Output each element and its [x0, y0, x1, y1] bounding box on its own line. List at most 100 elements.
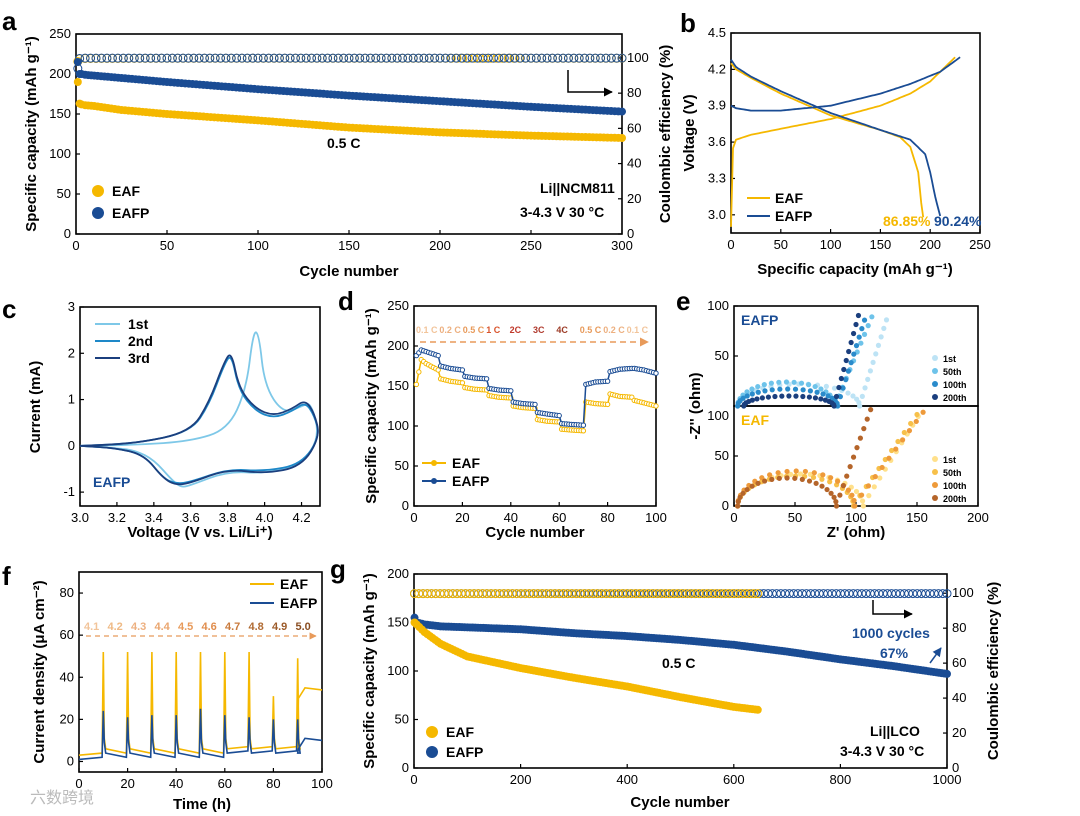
panel-a-ce-point-eafp: [178, 53, 188, 63]
panel-d-ytick-label: 50: [395, 458, 409, 473]
panel-e-eafp-point-100th: [851, 351, 857, 357]
panel-e-eafp-point-50th: [776, 379, 782, 385]
panel-e-eaf-point-100th: [845, 487, 851, 493]
panel-a-y2tick-label: 80: [627, 85, 641, 100]
panel-d-legend-eafp: EAFP: [452, 473, 489, 489]
panel-e-top-legend-marker: [932, 381, 938, 387]
panel-a-capacity-point-eafp: [618, 107, 626, 116]
panel-e-bottom-legend-marker: [932, 482, 938, 488]
panel-c-xlabel: Voltage (V vs. Li/Li⁺): [127, 524, 272, 541]
panel-e-bottom-legend-label: 200th: [943, 494, 967, 504]
panel-f-voltage-label: 4.7: [225, 621, 240, 633]
panel-b-ylabel: Voltage (V): [681, 94, 698, 171]
panel-a-ce-point-eafp: [102, 53, 112, 63]
panel-g-ce-point-eafp: [772, 589, 782, 599]
panel-e-eafp-point-200th: [855, 312, 862, 319]
panel-d-legend-eaf-marker: [431, 460, 437, 466]
panel-g-ce-point-eaf: [753, 589, 763, 599]
panel-a-ce-point-eafp: [467, 53, 477, 63]
panel-g-ce-point-eafp: [908, 589, 918, 599]
panel-a-ce-point-eafp: [563, 53, 573, 63]
panel-a-ce-point-eafp: [617, 53, 627, 63]
panel-e-eaf-point-50th: [819, 476, 825, 482]
panel-a-ce-point-eafp: [371, 53, 381, 63]
panel-a-y2tick-label: 20: [627, 191, 641, 206]
panel-e-eafp-point-50th: [755, 383, 761, 390]
panel-e-eaf-point-200th: [819, 483, 825, 489]
panel-e-eaf-point-200th: [749, 483, 755, 489]
panel-g-ce-point-eafp: [942, 589, 952, 599]
panel-d-point-eafp: [483, 376, 490, 382]
panel-e-eaf-point-200th: [799, 476, 805, 482]
panel-a-ce-point-eafp: [167, 53, 177, 63]
panel-d-point-eafp: [508, 388, 514, 394]
panel-g-cell: Li||LCO: [870, 723, 920, 739]
panel-label-g: g: [330, 554, 346, 584]
panel-a-ce-point-eafp: [505, 53, 515, 63]
panel-a-ce-point-eafp: [146, 53, 156, 63]
panel-e-eafp-point-1st: [881, 325, 887, 331]
panel-a-ce-point-eafp: [558, 53, 568, 63]
panel-f-voltage-label: 4.2: [108, 621, 123, 633]
panel-e-eaf-point-1st: [859, 498, 866, 504]
panel-a-ce-point-eafp: [162, 53, 172, 63]
panel-a-ce-point-eafp: [446, 53, 456, 63]
panel-g-xtick-label: 400: [616, 772, 638, 787]
panel-g-cond: 3-4.3 V 30 °C: [840, 743, 924, 759]
panel-g-ce-point-eafp: [793, 589, 803, 599]
panel-e-bottom-xtick-label: 100: [845, 510, 867, 525]
panel-e-eafp-point-100th: [825, 393, 831, 399]
panel-d-xtick-label: 60: [552, 510, 566, 525]
panel-a-ce-point-eafp: [129, 53, 139, 63]
panel-e-eafp-point-1st: [878, 334, 884, 340]
panel-e-top-legend-label: 100th: [943, 380, 967, 390]
panel-g-ce-point-eafp: [836, 589, 846, 599]
panel-e-eafp-point-50th: [858, 340, 864, 346]
panel-e-eafp-point-100th: [800, 387, 806, 393]
panel-c-frame: [79, 306, 321, 507]
panel-d-rate-label: 0.1 C: [416, 325, 438, 335]
panel-a-ce-point-eafp: [510, 53, 520, 63]
panel-d-legend-eafp-marker: [431, 478, 437, 484]
panel-g-y2tick-label: 40: [952, 690, 966, 705]
panel-d-xlabel: Cycle number: [485, 524, 584, 541]
panel-e-eafp-point-100th: [744, 393, 750, 399]
panel-a-ce-point-eafp: [435, 53, 445, 63]
panel-e-top-legend-label: 1st: [943, 354, 956, 364]
panel-e-eafp-point-50th: [806, 382, 812, 388]
panel-e-eafp-point-100th: [769, 387, 775, 393]
panel-g-ce-point-eafp: [814, 589, 824, 599]
panel-a-ce-point-eafp: [290, 53, 300, 63]
panel-g-xtick-label: 200: [510, 772, 532, 787]
panel-f-voltage-label: 4.5: [178, 621, 193, 633]
panel-e-eaf-point-1st: [788, 471, 794, 477]
panel-a-ce-point-eafp: [242, 53, 252, 63]
panel-a-ce-point-eafp: [307, 53, 317, 63]
panel-b-xtick-label: 150: [870, 237, 892, 252]
panel-e: 0 50 100 150 200 0 50 50 100 100 EAFP EAF 1st 1st 5…: [687, 298, 989, 541]
panel-e-eafp-point-1st: [875, 342, 882, 348]
panel-f-xtick-label: 100: [311, 776, 333, 791]
panel-e-eaf-point-200th: [847, 464, 853, 470]
panel-a-ce-point-eafp: [312, 53, 322, 63]
panel-d-point-eafp: [532, 401, 538, 408]
panel-e-eaf-point-100th: [802, 468, 808, 475]
panel-e-bottom-label: EAF: [741, 412, 769, 428]
panel-e-eafp-point-100th: [859, 326, 865, 332]
panel-e-bottom-legend-marker: [932, 469, 938, 475]
panel-e-eaf-point-50th: [914, 411, 920, 418]
panel-e-eaf-point-1st: [866, 493, 872, 499]
panel-e-eaf-point-100th: [906, 428, 913, 434]
panel-e-eaf-point-100th: [900, 437, 906, 443]
panel-f-voltage-label: 4.3: [131, 621, 146, 633]
panel-a-ce-point-eafp: [376, 53, 386, 63]
panel-b-xlabel: Specific capacity (mAh g⁻¹): [757, 261, 952, 278]
panel-a-ce-point-eafp: [478, 53, 488, 63]
panel-c-xtick-label: 4.2: [292, 510, 310, 525]
panel-a-ce-point-eafp: [258, 53, 268, 63]
panel-e-eafp-point-100th: [749, 391, 755, 397]
panel-d-legend-eaf: EAF: [452, 455, 480, 471]
panel-c-xtick-label: 3.2: [108, 510, 126, 525]
panel-c-legend-3: 3rd: [128, 350, 150, 366]
